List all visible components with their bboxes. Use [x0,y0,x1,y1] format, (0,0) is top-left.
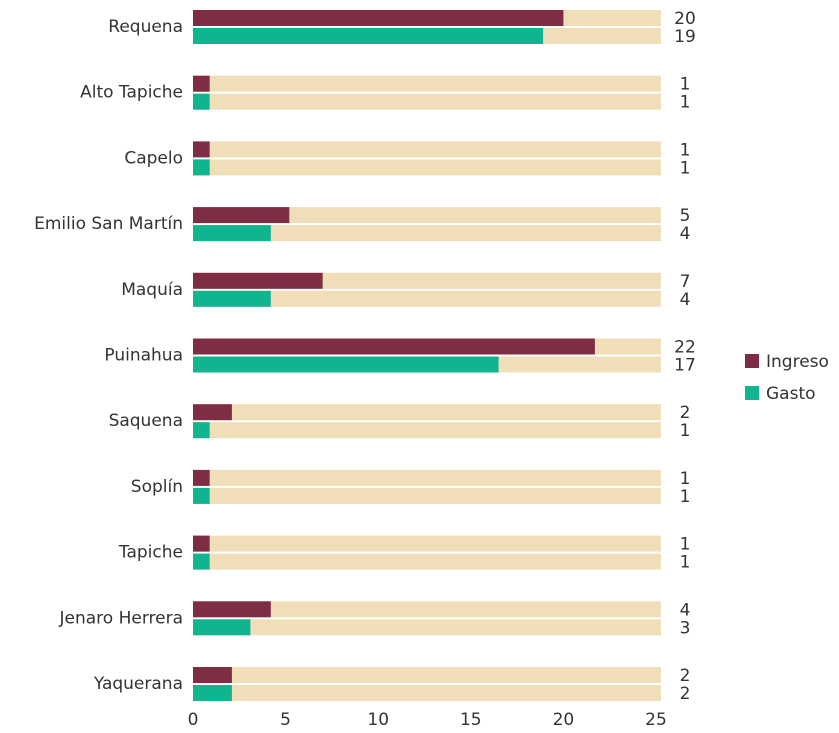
track [193,404,661,421]
bar [193,93,210,110]
bar [193,553,210,570]
track [193,535,661,552]
value-label: 1 [680,487,691,507]
bar [193,619,251,636]
bar [193,28,544,44]
legend-label: Gasto [766,384,816,404]
value-label: 20 [674,9,696,29]
track [193,667,661,683]
x-tick-label: 10 [367,710,389,730]
value-label: 1 [680,75,691,95]
bar [193,404,232,421]
category-label: Capelo [124,148,183,168]
bar [193,356,499,373]
bar [193,338,595,355]
value-label: 4 [680,600,691,620]
value-label: 19 [674,27,696,47]
track [193,619,661,636]
track [193,487,661,504]
track [193,469,661,486]
value-label: 4 [680,224,691,244]
bar [193,601,271,618]
legend-label: Ingreso [766,352,829,372]
category-label: Saquena [109,411,183,431]
bar [193,422,210,439]
track [193,75,661,92]
bar [193,290,271,307]
value-label: 17 [674,356,696,376]
value-label: 2 [680,684,691,704]
value-label: 22 [674,338,696,358]
value-label: 3 [680,618,691,638]
x-tick-label: 15 [460,710,482,730]
value-label: 2 [680,403,691,423]
value-label: 7 [680,272,691,292]
bar [193,225,271,242]
bar [193,667,232,683]
bar [193,272,323,289]
x-tick-label: 20 [553,710,575,730]
bar [193,685,232,701]
bar [193,159,210,176]
value-label: 1 [680,553,691,573]
track [193,141,661,158]
category-label: Maquía [121,280,183,300]
value-label: 1 [680,535,691,555]
category-label: Soplín [131,477,183,497]
track [193,290,661,307]
track [193,93,661,110]
value-label: 2 [680,666,691,686]
category-label: Tapiche [118,543,183,563]
track [193,422,661,439]
legend-swatch [745,354,759,368]
category-label: Puinahua [104,346,183,366]
value-label: 1 [680,421,691,441]
x-tick-label: 25 [645,710,667,730]
legend-swatch [745,386,759,400]
category-label: Emilio San Martín [34,214,183,234]
value-label: 4 [680,290,691,310]
value-label: 5 [680,206,691,226]
track [193,553,661,570]
track [193,225,661,242]
category-label: Alto Tapiche [80,83,183,103]
value-label: 1 [680,158,691,178]
bar [193,487,210,504]
track [193,685,661,701]
category-label: Yaquerana [93,674,183,694]
bar [193,207,290,224]
bar [193,535,210,552]
category-label: Requena [108,17,183,37]
bar [193,10,564,26]
bar [193,75,210,92]
category-label: Jenaro Herrera [59,608,184,628]
bar [193,141,210,158]
bar [193,469,210,486]
track [193,159,661,176]
track [193,207,661,224]
track [193,601,661,618]
value-label: 1 [680,93,691,113]
x-tick-label: 0 [188,710,199,730]
value-label: 1 [680,140,691,160]
value-label: 1 [680,469,691,489]
x-tick-label: 5 [280,710,291,730]
